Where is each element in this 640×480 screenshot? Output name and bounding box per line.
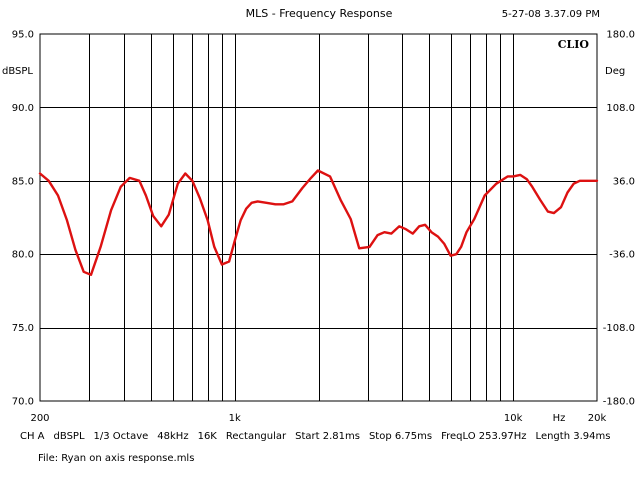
x-tick-label: 20k [588,413,607,424]
file-name: File: Ryan on axis response.mls [38,453,195,464]
status-item: dBSPL [53,431,85,442]
status-item: Stop 6.75ms [368,431,433,442]
y2-tick-label: -108.0 [603,323,635,334]
y2-tick-label: 36.0 [613,176,635,187]
clio-logo: CLIO [558,38,590,51]
y-tick-labels: 95.0 90.0 85.0 80.0 75.0 70.0 [12,30,34,408]
plot-frame [39,33,598,402]
y2-tick-label: -36.0 [609,250,635,261]
x-tick-labels: 200 1k 10k 20k [30,413,606,424]
y2-tick-label: 108.0 [606,103,635,114]
brand-badge-bg [554,36,594,51]
status-bar: CH A dBSPL 1/3 Octave 48kHz 16K Rectangular St… [20,431,620,442]
x-tick-label: 10k [504,413,523,424]
y-tick-label: 90.0 [12,103,34,114]
y2-tick-label: 180.0 [606,30,635,41]
chart-title: MLS - Frequency Response [246,7,393,20]
y-tick-label: 85.0 [12,176,34,187]
status-item: 1/3 Octave [93,431,149,442]
y2-axis-label: Deg [605,66,625,77]
x-axis-label: Hz [553,413,566,424]
y-tick-label: 95.0 [12,30,34,41]
status-item: Start 2.81ms [295,431,360,442]
x-tick-label: 200 [30,413,49,424]
y2-tick-labels: 180.0 108.0 36.0 -36.0 -108.0 -180.0 [603,30,635,408]
y-axis-label: dBSPL [2,66,33,77]
status-item: 16K [197,431,217,442]
grid [40,34,597,401]
y2-tick-label: -180.0 [603,397,635,408]
y-tick-label: 80.0 [12,250,34,261]
status-item: FreqLO 253.97Hz [441,431,527,442]
timestamp: 5-27-08 3.37.09 PM [502,9,600,20]
status-item: 48kHz [157,431,189,442]
y-tick-label: 75.0 [12,323,34,334]
series-line-response [38,169,599,276]
status-item: CH A [20,431,45,442]
x-tick-label: 1k [229,413,241,424]
status-item: Length 3.94ms [535,431,611,442]
status-item: Rectangular [225,431,287,442]
y-tick-label: 70.0 [12,397,34,408]
